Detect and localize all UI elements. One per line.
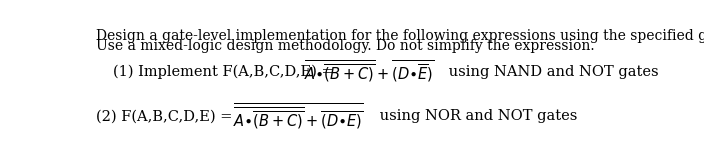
Text: Use a mixed-logic design methodology. Do not simplify the expression.: Use a mixed-logic design methodology. Do… bbox=[96, 39, 595, 53]
Text: $\overline{\overline{A{\bullet}\overline{(B+C)}}+\overline{(D{\bullet}E)}}$: $\overline{\overline{A{\bullet}\overline… bbox=[233, 101, 363, 132]
Text: (1) Implement F(A,B,C,D,E) =: (1) Implement F(A,B,C,D,E) = bbox=[113, 64, 338, 79]
Text: (2) F(A,B,C,D,E) =: (2) F(A,B,C,D,E) = bbox=[96, 109, 237, 123]
Text: using NAND and NOT gates: using NAND and NOT gates bbox=[444, 65, 658, 79]
Text: using NOR and NOT gates: using NOR and NOT gates bbox=[375, 109, 577, 123]
Text: Design a gate-level implementation for the following expressions using the speci: Design a gate-level implementation for t… bbox=[96, 29, 704, 43]
Text: $\overline{A{\bullet}\overline{(B+C)}}+\overline{(D{\bullet}\overline{E})}$: $\overline{A{\bullet}\overline{(B+C)}}+\… bbox=[304, 58, 434, 85]
